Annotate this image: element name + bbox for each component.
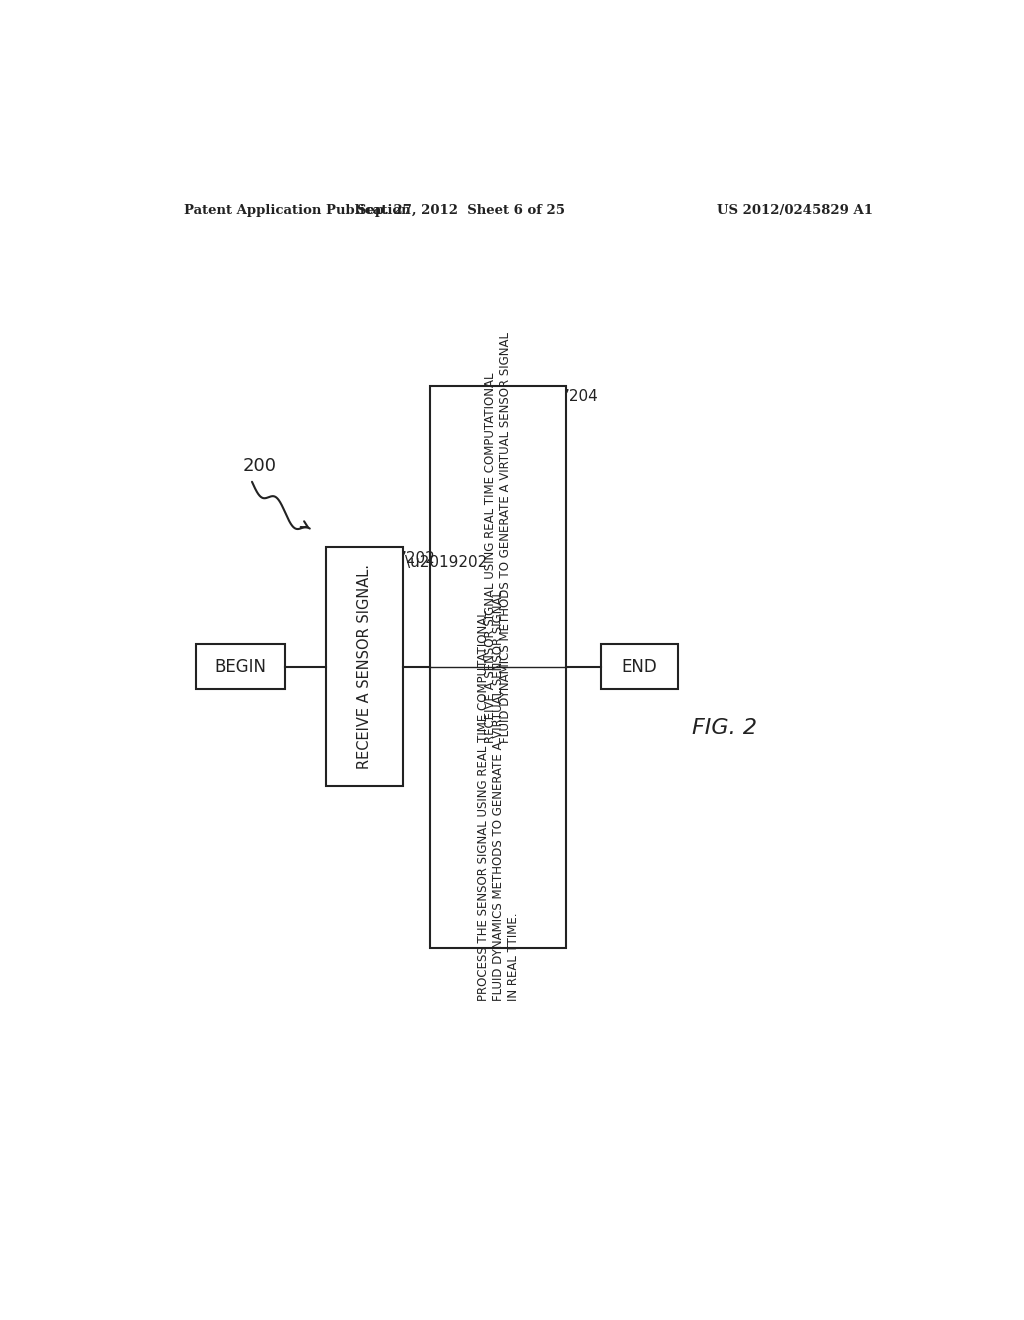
- Text: ’204: ’204: [564, 389, 598, 404]
- Bar: [430, 385, 566, 948]
- Text: \u2019202: \u2019202: [406, 554, 487, 570]
- Text: US 2012/0245829 A1: US 2012/0245829 A1: [717, 205, 873, 218]
- Bar: [601, 644, 678, 689]
- Text: PROCESS THE SENSOR SIGNAL USING REAL TIME COMPUTATIONAL
FLUID DYNAMICS METHODS T: PROCESS THE SENSOR SIGNAL USING REAL TIM…: [476, 590, 519, 1002]
- Bar: [197, 644, 286, 689]
- Text: FIG. 2: FIG. 2: [692, 718, 758, 738]
- Text: 200: 200: [243, 458, 276, 475]
- Text: Patent Application Publication: Patent Application Publication: [183, 205, 411, 218]
- Text: END: END: [622, 657, 657, 676]
- Text: ’202: ’202: [401, 552, 435, 566]
- Text: RECEIVE A SENSOR SIGNAL USING REAL TIME COMPUTATIONAL
FLUID DYNAMICS METHODS TO : RECEIVE A SENSOR SIGNAL USING REAL TIME …: [484, 331, 512, 743]
- Text: Sep. 27, 2012  Sheet 6 of 25: Sep. 27, 2012 Sheet 6 of 25: [357, 205, 565, 218]
- Text: RECEIVE A SENSOR SIGNAL.: RECEIVE A SENSOR SIGNAL.: [357, 564, 372, 770]
- Text: BEGIN: BEGIN: [215, 657, 267, 676]
- Bar: [326, 548, 403, 785]
